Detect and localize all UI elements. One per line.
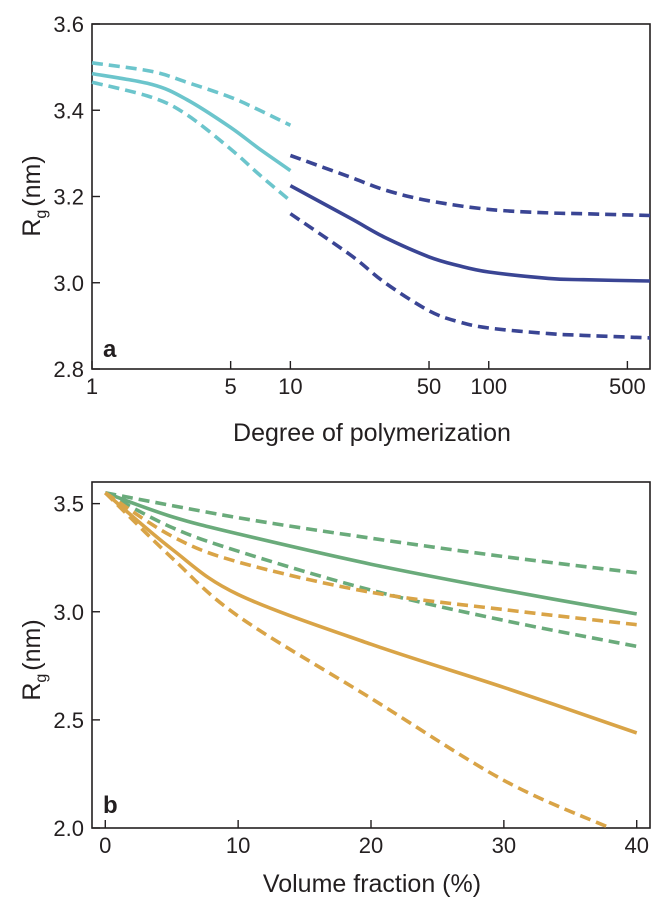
plot-frame-b — [91, 481, 651, 829]
series-line-b-5 — [104, 491, 637, 627]
y-axis-title-b-unit: (nm) — [18, 619, 46, 670]
x-axis-title-a: Degree of polymerization — [233, 419, 511, 447]
series-line-b-1 — [104, 491, 638, 616]
y-axis-title-a-main: R — [18, 219, 46, 237]
x-tick-label: 0 — [99, 833, 111, 858]
x-tick-label: 10 — [278, 374, 302, 399]
y-axis-title-a-sub: g — [33, 210, 50, 219]
x-tick-label: 5 — [225, 374, 237, 399]
y-tick-label: 3.5 — [53, 492, 84, 517]
y-axis-title-b-main: R — [18, 683, 46, 701]
y-axis-title-b: Rg (nm) — [18, 619, 50, 700]
y-tick-label: 2.8 — [53, 357, 84, 382]
series-line-a-1 — [91, 71, 292, 173]
panel-label-b: b — [103, 792, 118, 819]
x-tick-label: 100 — [470, 374, 507, 399]
y-axis-title-a-unit: (nm) — [18, 155, 46, 206]
chart-panel-b: 0 10 20 30 40 2.0 2.5 3.0 3.5 b Volume fraction … — [18, 481, 651, 898]
series-line-a-4 — [289, 184, 651, 283]
series-group-a — [91, 61, 651, 340]
y-tick-label: 3.0 — [53, 600, 84, 625]
y-tick-label: 2.0 — [53, 816, 84, 841]
y-tick-label: 3.4 — [53, 98, 84, 123]
series-line-b-3 — [104, 491, 638, 649]
x-tick-label: 1 — [86, 374, 98, 399]
x-tick-label: 10 — [226, 833, 250, 858]
y-axis-title-a: Rg (nm) — [18, 155, 50, 236]
x-tick-label: 500 — [609, 374, 646, 399]
y-tick-label: 3.6 — [53, 12, 84, 37]
y-tick-label: 3.2 — [53, 185, 84, 210]
series-group-b — [104, 491, 638, 830]
y-tick-label: 2.5 — [53, 708, 84, 733]
series-line-b-4 — [104, 491, 638, 735]
series-line-a-2 — [91, 61, 292, 127]
x-tick-label: 40 — [624, 833, 648, 858]
y-axis-title-b-sub: g — [33, 674, 50, 683]
x-tick-label: 30 — [492, 833, 516, 858]
series-line-b-6 — [104, 491, 611, 830]
ticks-b: 0 10 20 30 40 2.0 2.5 3.0 3.5 — [53, 492, 649, 858]
series-line-b-2 — [104, 491, 637, 575]
panel-label-a: a — [103, 336, 117, 363]
series-line-a-6 — [289, 212, 651, 340]
x-axis-title-b: Volume fraction (%) — [263, 870, 481, 898]
y-tick-label: 3.0 — [53, 271, 84, 296]
ticks-a: 1 5 10 50 100 500 2.8 3.0 3.2 3.4 3.6 — [53, 12, 645, 399]
series-line-a-5 — [289, 153, 651, 218]
plot-frame-a — [91, 23, 651, 370]
x-tick-label: 20 — [359, 833, 383, 858]
x-tick-label: 50 — [417, 374, 441, 399]
series-line-a-3 — [91, 80, 292, 203]
chart-panel-a: 1 5 10 50 100 500 2.8 3.0 3.2 3.4 3.6 a Degree of … — [18, 12, 651, 447]
